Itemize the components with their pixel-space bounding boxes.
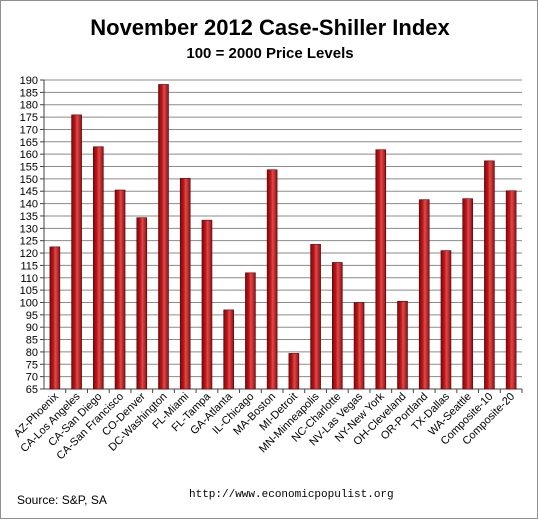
- y-tick-label: 150: [20, 174, 38, 186]
- y-tick-label: 145: [20, 186, 38, 198]
- y-tick-label: 70: [26, 372, 38, 384]
- y-tick-label: 65: [26, 384, 38, 396]
- bar: [245, 272, 256, 390]
- chart-subtitle: 100 = 2000 Price Levels: [186, 45, 354, 62]
- y-tick-label: 125: [20, 236, 38, 248]
- y-tick-label: 155: [20, 162, 38, 174]
- bar: [114, 189, 126, 390]
- bar: [440, 250, 452, 390]
- y-tick-label: 95: [26, 310, 38, 322]
- y-tick-label: 170: [20, 124, 38, 136]
- bar: [136, 217, 148, 390]
- y-tick-label: 135: [20, 211, 38, 223]
- y-tick-label: 110: [20, 273, 38, 285]
- bar: [49, 246, 61, 390]
- bar: [223, 309, 234, 390]
- bar: [484, 160, 495, 390]
- website-url: http://www.economicpopulist.org: [189, 489, 394, 501]
- bar: [418, 199, 430, 390]
- bar: [266, 169, 278, 390]
- y-tick-label: 140: [20, 199, 38, 211]
- y-tick-label: 130: [20, 223, 38, 235]
- bar: [288, 353, 300, 390]
- bar: [397, 300, 408, 390]
- bar: [353, 302, 365, 390]
- y-tick-label: 175: [20, 112, 38, 124]
- y-tick-label: 120: [20, 248, 38, 260]
- bar: [71, 114, 82, 390]
- y-tick-label: 75: [26, 359, 38, 371]
- y-tick-label: 165: [20, 137, 38, 149]
- chart-title: November 2012 Case-Shiller Index: [90, 15, 450, 40]
- source-note: Source: S&P, SA: [17, 493, 107, 507]
- y-tick-label: 85: [26, 335, 38, 347]
- y-tick-label: 105: [20, 285, 38, 297]
- y-tick-label: 115: [20, 260, 38, 272]
- y-tick-label: 190: [20, 75, 38, 87]
- bar: [332, 262, 343, 390]
- y-tick-label: 160: [20, 149, 38, 161]
- y-tick-label: 180: [20, 100, 38, 112]
- bar: [179, 178, 191, 390]
- y-tick-label: 90: [26, 322, 38, 334]
- bar: [375, 149, 387, 390]
- bar: [158, 84, 169, 390]
- bar: [310, 244, 321, 390]
- y-tick-label: 185: [20, 87, 38, 99]
- bar: [201, 219, 213, 390]
- y-tick-label: 100: [20, 297, 38, 309]
- bar: [462, 198, 473, 390]
- bar: [505, 190, 517, 390]
- bar: [93, 146, 104, 390]
- y-tick-label: 80: [26, 347, 38, 359]
